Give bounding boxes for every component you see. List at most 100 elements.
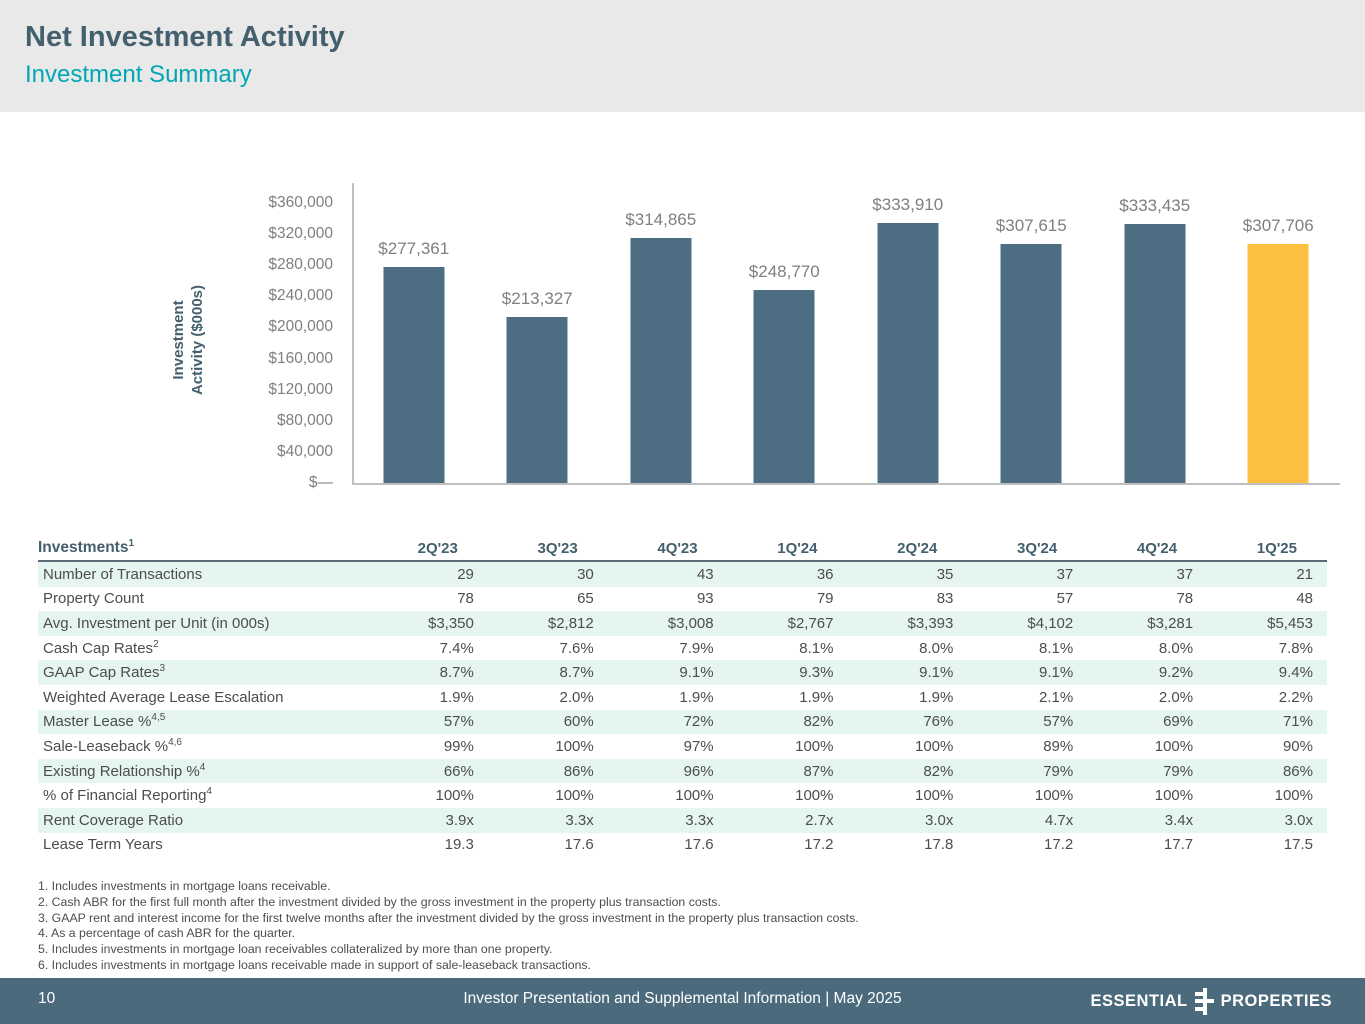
cell-value: 79 (816, 590, 834, 608)
table-column-header: 2Q'23 (417, 540, 458, 557)
bar-1Q'24 (753, 289, 815, 483)
table-column-header: 4Q'23 (657, 540, 698, 557)
cell-value: 100% (435, 787, 474, 805)
cell-value: 21 (1296, 565, 1313, 583)
footer-caption: Investor Presentation and Supplemental I… (463, 990, 902, 1007)
cell-value: 100% (555, 787, 594, 805)
cell-value: 37 (1176, 565, 1194, 583)
row-label: Rent Coverage Ratio (43, 811, 184, 829)
table-row: % of Financial Reporting4 100% 100% 100% 100… (38, 783, 1327, 808)
bar-3Q'23 (506, 317, 568, 483)
table-header-row: Investments1 2Q'23 3Q'23 4Q'23 1Q'24 2Q'24 3Q… (38, 531, 1327, 562)
table-body: Number of Transactions 29 30 43 36 35 37 37 21 Pr… (38, 562, 1327, 857)
cell-value: 7.6% (559, 639, 594, 657)
cell-value: 8.7% (439, 664, 474, 682)
cell-value: 99% (443, 737, 474, 755)
cell-value: 87% (803, 762, 834, 780)
cell-value: 37 (1056, 565, 1074, 583)
cell-value: 3.0x (925, 811, 954, 829)
cell-value: 17.2 (804, 836, 834, 854)
cell-value: 100% (675, 787, 714, 805)
cell-value: $3,008 (667, 614, 714, 632)
table-column-header: 1Q'24 (777, 540, 818, 557)
footnote-line: 2. Cash ABR for the first full month aft… (38, 894, 721, 909)
cell-value: 71% (1282, 713, 1313, 731)
y-axis-tick-label: $40,000 (276, 442, 333, 460)
footnote-line: 6. Includes investments in mortgage loan… (38, 957, 591, 972)
table-row: Rent Coverage Ratio 3.9x 3.3x 3.3x 2.7x 3.0x 4… (38, 807, 1327, 833)
bar-slot-1Q'24: $248,770 (723, 183, 847, 483)
page-subtitle: Investment Summary (25, 61, 252, 88)
cell-value: $3,393 (907, 614, 954, 632)
table-row: Property Count 78 65 93 79 83 57 78 48 (38, 587, 1327, 612)
cell-value: 8.1% (1039, 639, 1074, 657)
cell-value: 69% (1163, 713, 1194, 731)
cell-value: 17.6 (684, 836, 714, 854)
table-row: Avg. Investment per Unit (in 000s) $3,350… (38, 611, 1327, 636)
cell-value: 2.0% (1158, 688, 1194, 706)
cell-value: 100% (795, 787, 834, 805)
cell-value: 8.0% (919, 639, 954, 657)
cell-value: 17.5 (1283, 836, 1313, 854)
bar-1Q'25 (1247, 243, 1309, 483)
bar-slot-3Q'24: $307,615 (970, 183, 1094, 483)
cell-value: 89% (1043, 737, 1074, 755)
cell-value: 57% (443, 713, 474, 731)
plot-area: $277,361 $213,327 $314,865 $248,770 $333,910… (352, 183, 1340, 483)
row-label: GAAP Cap Rates3 (43, 663, 166, 682)
table-row: Weighted Average Lease Escalation 1.9% 2.0… (38, 685, 1327, 710)
bar-value-label: $314,865 (625, 210, 697, 230)
cell-value: 100% (1274, 787, 1313, 805)
row-label: Avg. Investment per Unit (in 000s) (43, 614, 270, 632)
table-column-header: 3Q'24 (1016, 540, 1058, 557)
table-row: Number of Transactions 29 30 43 36 35 37 37 21 (38, 562, 1327, 587)
cell-value: 48 (1296, 590, 1313, 608)
cell-value: 78 (1176, 590, 1194, 608)
cell-value: 19.3 (444, 836, 474, 854)
bar-slot-1Q'25: $307,706 (1217, 183, 1341, 483)
y-axis-ticks: $360,000 $320,000 $280,000 $240,000 $200,000… (150, 150, 333, 495)
essential-properties-logo-icon (1194, 987, 1214, 1015)
cell-value: 30 (577, 565, 594, 583)
essential-properties-logo: ESSENTIAL PROPERTIES (1091, 978, 1332, 1024)
bar-value-label: $333,910 (872, 195, 944, 215)
row-label: Master Lease %4,5 (43, 712, 166, 731)
cell-value: 86% (1282, 762, 1313, 780)
bar-value-label: $333,435 (1119, 195, 1191, 215)
cell-value: 43 (696, 565, 714, 583)
cell-value: 100% (1034, 787, 1074, 805)
y-axis-tick-label: $320,000 (268, 225, 333, 243)
footer-page-number: 10 (38, 990, 56, 1007)
cell-value: 60% (563, 713, 594, 731)
cell-value: $2,767 (787, 614, 834, 632)
cell-value: 9.2% (1158, 664, 1194, 682)
cell-value: 79% (1163, 762, 1194, 780)
cell-value: 2.7x (805, 811, 834, 829)
table-column-header: 2Q'24 (897, 540, 938, 557)
cell-value: 100% (915, 787, 954, 805)
cell-value: 2.2% (1278, 688, 1313, 706)
bar-value-label: $307,706 (1242, 215, 1314, 235)
cell-value: 9.1% (1039, 664, 1074, 682)
cell-value: 100% (555, 737, 594, 755)
table-column-header: 4Q'24 (1136, 540, 1178, 557)
bar-value-label: $248,770 (748, 261, 820, 281)
cell-value: 1.9% (679, 688, 714, 706)
cell-value: 8.0% (1158, 639, 1194, 657)
y-axis-tick-label: $80,000 (276, 411, 333, 429)
table-row: Cash Cap Rates2 7.4% 7.6% 7.9% 8.1% 8.0% 8.1% 8… (38, 636, 1327, 661)
y-axis-tick-label: $120,000 (268, 380, 333, 398)
table-header-investments: Investments1 (38, 537, 135, 556)
investments-table: Investments1 2Q'23 3Q'23 4Q'23 1Q'24 2Q'24 3Q… (38, 531, 1327, 857)
bar-value-label: $307,615 (995, 215, 1067, 235)
bar-slot-3Q'23: $213,327 (476, 183, 600, 483)
cell-value: 93 (696, 590, 714, 608)
footnote-line: 1. Includes investments in mortgage loan… (38, 879, 331, 893)
row-label: Property Count (43, 590, 144, 608)
cell-value: 7.9% (679, 639, 714, 657)
cell-value: 7.4% (439, 639, 474, 657)
cell-value: 9.4% (1278, 664, 1313, 682)
cell-value: 8.1% (799, 639, 834, 657)
cell-value: 100% (1154, 737, 1194, 755)
cell-value: $2,812 (547, 614, 594, 632)
